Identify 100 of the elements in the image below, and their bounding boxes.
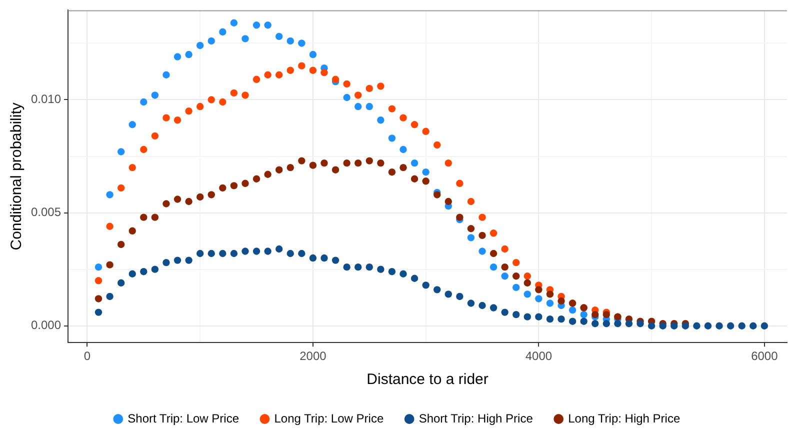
point bbox=[151, 214, 159, 221]
point bbox=[467, 300, 475, 307]
point bbox=[320, 254, 328, 262]
point bbox=[343, 80, 350, 88]
point bbox=[128, 227, 136, 234]
point bbox=[196, 250, 204, 258]
point bbox=[444, 159, 452, 167]
point bbox=[410, 175, 418, 182]
point bbox=[490, 304, 498, 312]
point bbox=[242, 180, 249, 188]
point bbox=[456, 292, 464, 300]
point bbox=[512, 284, 520, 292]
point bbox=[434, 141, 441, 149]
point bbox=[219, 98, 226, 106]
point bbox=[580, 318, 588, 325]
point bbox=[140, 146, 148, 154]
point bbox=[456, 214, 464, 221]
point bbox=[151, 132, 159, 140]
point bbox=[117, 148, 125, 156]
point bbox=[196, 42, 204, 50]
point bbox=[558, 297, 565, 305]
point bbox=[400, 164, 407, 172]
point bbox=[332, 256, 340, 264]
point bbox=[106, 292, 114, 300]
point bbox=[117, 184, 125, 192]
point bbox=[264, 22, 272, 29]
y-axis-title: Conditional probability bbox=[8, 102, 26, 250]
point bbox=[264, 248, 272, 255]
point bbox=[242, 92, 249, 99]
point bbox=[422, 168, 430, 176]
point bbox=[366, 102, 373, 110]
point bbox=[140, 268, 148, 276]
point bbox=[422, 282, 430, 289]
point bbox=[219, 28, 226, 36]
point bbox=[298, 157, 306, 164]
point bbox=[501, 263, 508, 271]
point bbox=[208, 191, 215, 198]
point bbox=[592, 310, 599, 318]
point bbox=[501, 245, 508, 253]
point bbox=[716, 322, 723, 330]
point bbox=[467, 225, 475, 232]
point bbox=[128, 164, 136, 172]
point bbox=[478, 214, 486, 221]
point bbox=[501, 308, 508, 316]
point bbox=[546, 290, 554, 298]
point bbox=[467, 234, 475, 242]
point bbox=[196, 102, 204, 110]
point bbox=[196, 193, 204, 201]
point bbox=[490, 250, 498, 258]
point bbox=[162, 71, 170, 78]
x-tick-label: 6000 bbox=[751, 349, 778, 364]
x-tick-label: 4000 bbox=[525, 349, 552, 364]
point bbox=[219, 250, 226, 258]
point bbox=[208, 37, 215, 45]
point bbox=[602, 310, 610, 318]
point bbox=[422, 128, 430, 135]
point bbox=[286, 250, 294, 258]
point bbox=[354, 263, 362, 271]
point bbox=[388, 168, 396, 176]
point bbox=[140, 98, 148, 106]
point bbox=[354, 102, 362, 110]
point bbox=[162, 200, 170, 208]
point bbox=[174, 53, 182, 60]
point bbox=[275, 71, 283, 78]
point bbox=[366, 157, 373, 164]
point bbox=[726, 322, 734, 330]
point bbox=[252, 248, 260, 255]
point bbox=[636, 320, 644, 328]
y-tick-label: 0.000 bbox=[31, 318, 62, 332]
point bbox=[377, 159, 384, 167]
point bbox=[524, 279, 532, 287]
point bbox=[568, 306, 576, 314]
point bbox=[400, 270, 407, 278]
point bbox=[230, 182, 238, 190]
point bbox=[354, 92, 362, 99]
point bbox=[185, 256, 192, 264]
point bbox=[478, 232, 486, 240]
point bbox=[106, 261, 114, 268]
point bbox=[309, 50, 317, 58]
point bbox=[208, 250, 215, 258]
point bbox=[242, 35, 249, 42]
point bbox=[343, 263, 350, 271]
point bbox=[185, 107, 192, 115]
point bbox=[524, 272, 532, 280]
point bbox=[174, 256, 182, 264]
point bbox=[422, 178, 430, 185]
y-tick-label: 0.010 bbox=[31, 92, 62, 106]
point bbox=[230, 250, 238, 258]
x-tick-label: 2000 bbox=[300, 349, 327, 364]
point bbox=[490, 230, 498, 237]
point bbox=[693, 322, 700, 330]
point bbox=[151, 266, 159, 273]
point bbox=[286, 164, 294, 172]
point bbox=[219, 184, 226, 192]
point bbox=[117, 279, 125, 287]
point bbox=[242, 248, 249, 255]
point bbox=[750, 322, 757, 330]
point bbox=[456, 180, 464, 188]
x-axis-title: Distance to a rider bbox=[366, 371, 488, 388]
point bbox=[309, 162, 317, 169]
